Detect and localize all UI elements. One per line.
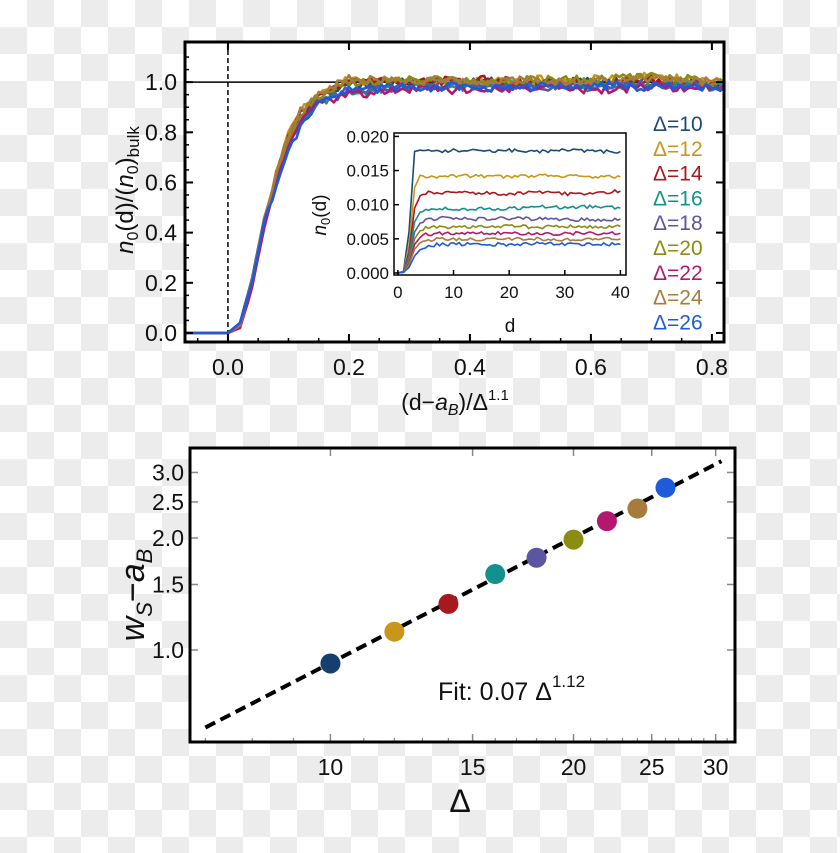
inset-series-line-Δ=18 (397, 215, 621, 274)
inset-series-line-Δ=16 (397, 204, 621, 274)
inset-series-line-Δ=20 (397, 223, 621, 274)
x-axis-label: (d−aB)/Δ1.1 (401, 387, 509, 419)
inset-series-line-Δ=24 (397, 236, 621, 274)
bottom-plot-frame (188, 446, 737, 744)
inset-x-tick-label: 10 (444, 283, 463, 302)
inset-series-line-Δ=26 (397, 241, 621, 274)
legend-entry-Δ=20: Δ=20 (653, 237, 703, 260)
inset-x-axis-label: d (505, 316, 516, 337)
data-point-18 (526, 547, 547, 568)
data-point-22 (596, 511, 617, 532)
inset-plot-area (394, 133, 626, 275)
data-point-14 (438, 593, 459, 614)
legend-entry-Δ=14: Δ=14 (653, 163, 703, 186)
y-tick-label: 0.4 (145, 220, 177, 246)
top-plot-frame (183, 40, 726, 344)
data-point-16 (485, 564, 506, 585)
fit-annotation: Fit: 0.07 Δ1.12 (438, 672, 585, 706)
y-tick-label: 2.5 (152, 489, 184, 515)
legend-entry-Δ=10: Δ=10 (653, 113, 703, 136)
inset-y-axis-label: n0(d) (310, 194, 333, 235)
data-point-26 (655, 477, 676, 498)
legend-entry-Δ=18: Δ=18 (653, 212, 703, 235)
x-tick-label: 30 (703, 754, 729, 780)
inset-x-tick-label: 30 (555, 283, 574, 302)
inset-y-tick-label: 0.005 (346, 230, 389, 249)
y-tick-label: 0.2 (145, 270, 177, 296)
y-axis-label: wS−aB (114, 549, 157, 642)
series-line-Δ=26 (185, 79, 725, 335)
x-tick-label: 25 (639, 754, 665, 780)
inset-y-tick-label: 0.000 (346, 264, 389, 283)
y-tick-label: 0.8 (145, 119, 177, 145)
data-point-10 (320, 653, 341, 674)
series-line-Δ=24 (185, 74, 725, 335)
inset-y-tick-label: 0.010 (346, 196, 389, 215)
x-tick-label: 0.4 (454, 354, 486, 380)
y-axis-label: n0(d)/(n0)bulk (112, 126, 143, 254)
inset-y-tick-label: 0.015 (346, 162, 389, 181)
legend-entry-Δ=24: Δ=24 (653, 287, 703, 310)
y-tick-label: 3.0 (152, 459, 184, 485)
x-tick-label: 10 (318, 754, 344, 780)
inset-series-line-Δ=22 (397, 230, 621, 274)
y-tick-label: 1.0 (145, 69, 177, 95)
legend-entry-Δ=26: Δ=26 (653, 311, 703, 334)
x-axis-label: Δ (449, 783, 470, 819)
inset-series-line-Δ=12 (397, 173, 621, 274)
inset-frame (393, 132, 627, 276)
y-tick-label: 1.5 (152, 571, 184, 597)
inset-x-tick-label: 0 (393, 283, 402, 302)
x-tick-label: 0.0 (212, 354, 244, 380)
x-tick-label: 15 (460, 754, 486, 780)
legend-entry-Δ=16: Δ=16 (653, 187, 703, 210)
data-point-24 (627, 498, 648, 519)
x-tick-label: 0.8 (696, 354, 728, 380)
y-tick-label: 0.0 (145, 320, 177, 346)
y-tick-label: 1.0 (152, 637, 184, 663)
x-tick-label: 20 (561, 754, 587, 780)
y-tick-label: 0.6 (145, 169, 177, 195)
y-tick-label: 2.0 (152, 525, 184, 551)
inset-x-tick-label: 20 (500, 283, 519, 302)
inset-x-tick-label: 40 (611, 283, 630, 302)
legend-entry-Δ=22: Δ=22 (653, 262, 703, 285)
inset-series-line-Δ=10 (397, 147, 621, 274)
data-point-12 (384, 621, 405, 642)
data-point-20 (563, 529, 584, 550)
inset-series-line-Δ=14 (397, 188, 621, 274)
inset-y-tick-label: 0.020 (346, 127, 389, 146)
x-tick-label: 0.2 (333, 354, 365, 380)
x-tick-label: 0.6 (575, 354, 607, 380)
legend-entry-Δ=12: Δ=12 (653, 138, 703, 161)
